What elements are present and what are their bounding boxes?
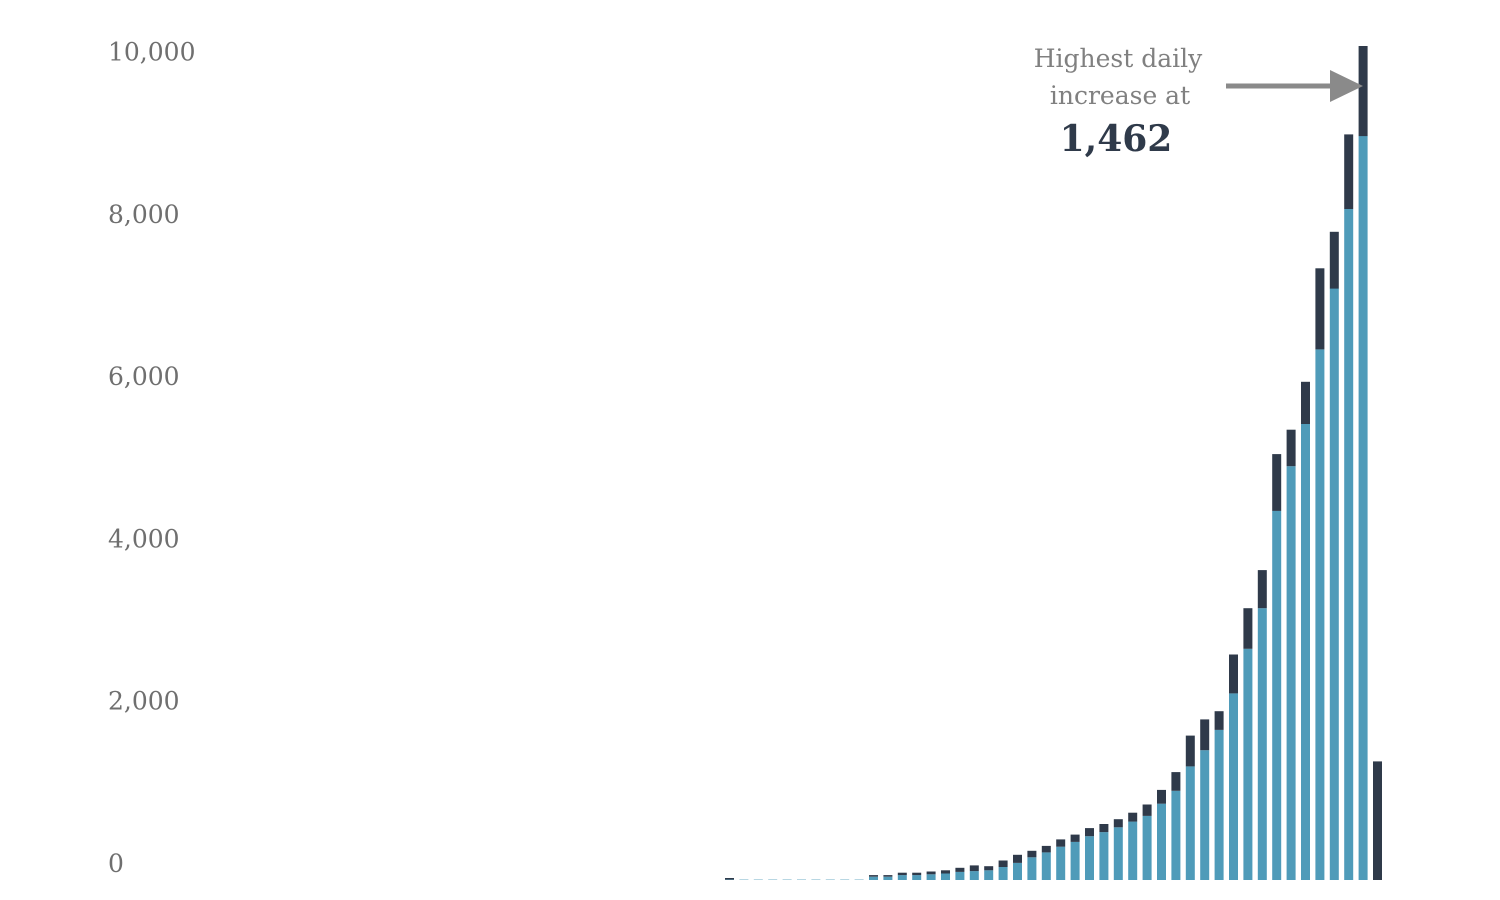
y-tick-label: 4,000: [108, 525, 180, 554]
bar-segment-increase: [1056, 839, 1066, 847]
bar-segment-base: [984, 870, 994, 880]
bar-segment-base: [926, 874, 936, 880]
bar-segment-increase: [1070, 834, 1080, 842]
annotation-line-1: Highest daily: [1034, 44, 1203, 73]
bar-segment-increase: [1085, 828, 1094, 837]
bar-segment-base: [1041, 852, 1051, 880]
bar-segment-increase: [1027, 850, 1037, 858]
bar-segment-base: [912, 875, 922, 880]
bar-segment-base: [969, 871, 979, 880]
bar-segment-increase: [1344, 134, 1354, 209]
annotation-line-2: increase at: [1050, 81, 1190, 110]
bar-segment-increase: [998, 860, 1008, 867]
bar-segment-increase: [1214, 711, 1224, 730]
y-tick-label: 6,000: [108, 362, 180, 391]
bar-segment-base: [1171, 790, 1181, 880]
bar-segment-increase: [883, 875, 893, 877]
bar-segment-base: [1142, 815, 1152, 880]
bar-segment-base: [1344, 209, 1354, 880]
bar-segment-increase: [1041, 845, 1051, 853]
bar-segment-base: [1329, 288, 1339, 880]
bar-segment-base: [1113, 827, 1123, 880]
bar-segment-base: [998, 867, 1008, 880]
bar-segment-increase: [897, 872, 907, 876]
bar-segment-increase: [1301, 381, 1310, 424]
annotation-arrow-head: [1330, 70, 1363, 102]
bar-segment-base: [1243, 648, 1253, 880]
bar-segment-increase: [1286, 429, 1296, 467]
bar-segment-increase: [1257, 570, 1267, 609]
bar-segment-base: [1272, 510, 1282, 880]
bar-segment-increase: [1243, 608, 1253, 649]
bar-segment-increase: [969, 865, 979, 872]
bar-segment-increase: [926, 871, 936, 875]
bar-segment-increase: [1013, 854, 1022, 863]
bar-segment-base: [1070, 841, 1080, 880]
bar-segment-base: [1027, 857, 1037, 880]
bar-segment-base: [883, 876, 893, 880]
bar-segment-base: [1128, 821, 1138, 880]
y-tick-label: 8,000: [108, 200, 180, 229]
bar-segment-increase: [725, 878, 734, 880]
bar-segment-base: [941, 873, 950, 880]
bar-segment-base: [1099, 832, 1109, 880]
bar-segment-base: [955, 871, 965, 880]
bar-segment-increase: [1113, 819, 1123, 828]
y-tick-label: 10,000: [108, 38, 195, 67]
bar-segment-base: [897, 875, 907, 880]
bar-segment-increase: [1157, 789, 1166, 804]
y-tick-label: 0: [108, 849, 124, 878]
annotation: Highest daily increase at 1,462: [1034, 44, 1363, 160]
bar-segment-base: [1085, 836, 1094, 880]
bar-segment-increase: [1358, 46, 1368, 137]
bar-segment-increase: [869, 875, 878, 877]
bar-segment-increase: [1229, 654, 1238, 694]
bar-segment-base: [1157, 803, 1166, 880]
bar-segment-increase: [1272, 454, 1282, 511]
bar-segment-increase: [984, 866, 994, 871]
bar-segment-base: [1056, 846, 1066, 880]
bar-segment-base: [1214, 729, 1224, 880]
bar-segment-base: [1229, 693, 1238, 880]
bar-segment-increase: [955, 867, 965, 872]
bar-segment-base: [1013, 863, 1022, 880]
bar-segment-base: [1315, 349, 1325, 880]
bar-segment-increase: [1185, 735, 1195, 767]
annotation-value: 1,462: [1060, 118, 1173, 160]
bar-segment-increase: [1128, 812, 1138, 822]
bar-segment-increase: [1315, 268, 1325, 350]
bar-segment-base: [1257, 608, 1267, 880]
bar-segment-increase: [941, 870, 950, 874]
bar-segment-base: [1185, 766, 1195, 880]
y-axis: 0 2,000 4,000 6,000 8,000 10,000: [108, 38, 195, 878]
bar-segment-increase: [1099, 824, 1109, 833]
bar-segment-base: [1301, 424, 1310, 880]
bar-segment-base: [869, 876, 878, 880]
bars: [725, 46, 1382, 880]
bar-segment-base: [1200, 750, 1210, 880]
bar-segment-increase: [912, 872, 922, 876]
bar-segment-increase: [1142, 804, 1152, 816]
bar-segment-base: [1358, 136, 1368, 880]
y-tick-label: 2,000: [108, 687, 180, 716]
bar-segment-base: [1286, 466, 1296, 880]
bar-segment-increase: [1171, 772, 1181, 791]
bar-segment-increase: [1373, 761, 1382, 880]
bar-segment-increase: [1200, 719, 1210, 751]
bar-segment-increase: [1329, 231, 1339, 289]
